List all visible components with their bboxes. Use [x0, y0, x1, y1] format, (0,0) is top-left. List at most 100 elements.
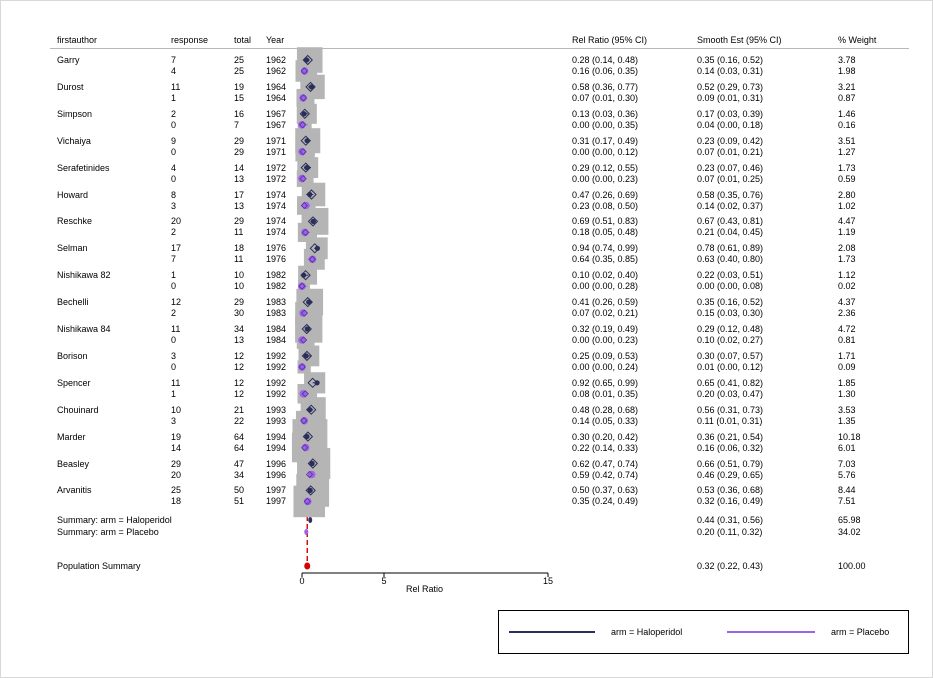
cell-smooth-est: 0.09 (0.01, 0.31)	[697, 92, 764, 103]
summary-weight: 65.98	[838, 515, 861, 525]
cell-total: 34	[234, 324, 245, 334]
cell-rel-ratio: 0.22 (0.14, 0.33)	[572, 442, 639, 453]
population-summary-label: Population Summary	[57, 561, 141, 571]
cell-weight: 1.19	[838, 227, 856, 238]
rel-ratio-point	[307, 470, 316, 479]
cell-smooth-est: 0.29 (0.12, 0.48)	[697, 324, 764, 334]
cell-response: 1	[171, 92, 177, 103]
cell-total: 15	[234, 92, 245, 103]
smooth-est-marker	[298, 282, 306, 290]
cell-year: 1976	[266, 243, 287, 254]
cell-response: 2	[171, 227, 177, 238]
cell-weight: 4.37	[838, 297, 856, 308]
smooth-est-marker	[300, 162, 311, 173]
cell-total: 18	[234, 243, 245, 254]
cell-year: 1983	[266, 297, 287, 308]
legend-label-placebo: arm = Placebo	[831, 627, 890, 637]
smooth-est-marker	[300, 336, 308, 344]
cell-year: 1982	[266, 270, 287, 281]
study-author: Bechelli	[57, 297, 89, 308]
cell-smooth-est: 0.56 (0.31, 0.73)	[697, 404, 764, 415]
cell-smooth-est: 0.52 (0.29, 0.73)	[697, 81, 764, 92]
cell-rel-ratio: 0.18 (0.05, 0.48)	[572, 227, 639, 238]
smooth-est-marker	[299, 175, 307, 183]
cell-rel-ratio: 0.28 (0.14, 0.48)	[572, 55, 639, 65]
rel-ratio-point	[307, 487, 313, 493]
cell-year: 1984	[266, 335, 287, 345]
cell-rel-ratio: 0.32 (0.19, 0.49)	[572, 324, 639, 334]
rel-ratio-point	[298, 147, 306, 156]
cell-smooth-est: 0.30 (0.07, 0.57)	[697, 350, 764, 361]
cell-weight: 7.51	[838, 496, 856, 507]
rel-ratio-point	[298, 174, 306, 183]
cell-response: 4	[171, 66, 177, 76]
cell-rel-ratio: 0.00 (0.00, 0.35)	[572, 119, 639, 130]
cell-total: 21	[234, 404, 245, 415]
smooth-est-marker	[298, 363, 306, 371]
cell-year: 1964	[266, 81, 287, 92]
cell-total: 11	[234, 227, 244, 238]
cell-rel-ratio: 0.16 (0.06, 0.35)	[572, 66, 639, 76]
cell-rel-ratio: 0.00 (0.00, 0.23)	[572, 335, 639, 345]
cell-response: 12	[171, 297, 182, 308]
population-weight: 100.00	[838, 561, 866, 571]
rel-ratio-point	[303, 57, 310, 63]
cell-total: 29	[234, 146, 245, 157]
cell-year: 1974	[266, 227, 287, 238]
cell-year: 1996	[266, 458, 287, 469]
cell-total: 12	[234, 350, 245, 361]
cell-year: 1974	[266, 216, 287, 227]
cell-rel-ratio: 0.41 (0.26, 0.59)	[572, 297, 639, 308]
cell-rel-ratio: 0.50 (0.37, 0.63)	[572, 485, 639, 496]
cell-response: 29	[171, 458, 182, 469]
study-author: Arvanitis	[57, 485, 92, 496]
cell-total: 13	[234, 335, 245, 345]
cell-weight: 5.76	[838, 469, 856, 480]
cell-year: 1993	[266, 415, 287, 426]
x-tick-label: 5	[381, 576, 386, 586]
cell-response: 0	[171, 335, 177, 345]
cell-rel-ratio: 0.30 (0.20, 0.42)	[572, 431, 639, 442]
smooth-est-marker	[306, 189, 317, 200]
cell-rel-ratio: 0.35 (0.24, 0.49)	[572, 496, 639, 507]
study-author: Borison	[57, 350, 88, 361]
cell-year: 1962	[266, 66, 287, 76]
cell-total: 12	[234, 377, 245, 388]
cell-weight: 2.08	[838, 243, 856, 254]
cell-total: 64	[234, 442, 245, 453]
cell-year: 1992	[266, 388, 287, 399]
smooth-est-marker	[301, 390, 309, 398]
smooth-est-marker	[300, 417, 308, 425]
cell-rel-ratio: 0.00 (0.00, 0.24)	[572, 361, 639, 372]
smooth-est-marker	[300, 269, 311, 281]
cell-smooth-est: 0.10 (0.02, 0.27)	[697, 335, 764, 345]
cell-year: 1992	[266, 377, 287, 388]
cell-total: 13	[234, 173, 245, 184]
cell-year: 1972	[266, 162, 287, 173]
cell-rel-ratio: 0.00 (0.00, 0.28)	[572, 281, 639, 292]
summary-marker	[308, 517, 313, 523]
header-smooth-est: Smooth Est (95% CI)	[697, 35, 782, 45]
cell-weight: 6.01	[838, 442, 856, 453]
cell-smooth-est: 0.07 (0.01, 0.21)	[697, 146, 764, 157]
rel-ratio-point	[301, 201, 310, 210]
cell-weight: 0.02	[838, 281, 856, 292]
cell-smooth-est: 0.23 (0.09, 0.42)	[697, 135, 764, 146]
cell-smooth-est: 0.35 (0.16, 0.52)	[697, 297, 764, 308]
header-rel-ratio: Rel Ratio (95% CI)	[572, 35, 648, 45]
cell-weight: 3.53	[838, 404, 856, 415]
header-total: total	[234, 35, 252, 45]
cell-smooth-est: 0.22 (0.03, 0.51)	[697, 270, 764, 281]
population-marker	[304, 562, 311, 570]
cell-year: 1984	[266, 324, 287, 334]
cell-weight: 1.12	[838, 270, 856, 281]
cell-total: 25	[234, 55, 245, 65]
cell-total: 17	[234, 189, 245, 200]
study-author: Reschke	[57, 216, 93, 227]
cell-year: 1997	[266, 485, 287, 496]
x-axis-label: Rel Ratio	[406, 584, 444, 594]
cell-rel-ratio: 0.69 (0.51, 0.83)	[572, 216, 639, 227]
smooth-est-marker	[307, 216, 319, 227]
cell-response: 17	[171, 243, 182, 254]
cell-total: 14	[234, 162, 245, 173]
